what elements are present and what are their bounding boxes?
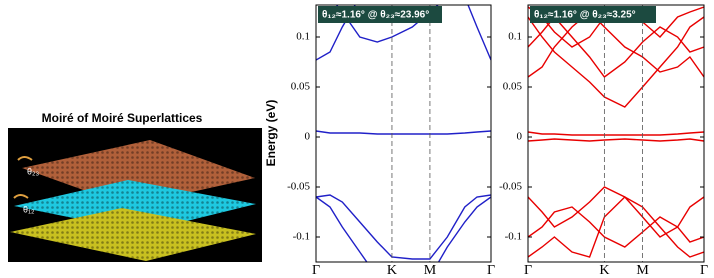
x-tick-label: Γ (312, 263, 320, 278)
y-tick-label: 0.05 (503, 81, 523, 93)
plot-frame (527, 4, 705, 263)
angle-label: θ₁₂ (23, 204, 35, 214)
band-line (528, 186, 704, 238)
superlattice-image (8, 128, 262, 262)
x-tick-label: K (387, 263, 397, 278)
y-tick-label: 0.1 (508, 31, 522, 43)
band-line (316, 194, 491, 260)
x-tick-label: M (424, 263, 437, 278)
chart-title: θ₁₂≈1.16° @ θ₂₃≈23.96° (322, 10, 429, 21)
x-tick-label: Γ (700, 263, 708, 278)
y-tick-label: -0.05 (287, 181, 310, 193)
band-line (528, 11, 704, 78)
y-tick-label: -0.1 (293, 231, 310, 243)
plot-area (528, 6, 704, 258)
band-line (316, 130, 491, 135)
x-tick-label: M (636, 263, 649, 278)
x-tick-label: Γ (524, 263, 532, 278)
title-box (318, 6, 442, 23)
y-tick-label: -0.05 (499, 181, 522, 193)
band-line (528, 138, 704, 142)
figure-title: Moiré of Moiré Superlattices (42, 111, 203, 125)
band-line (528, 196, 704, 258)
y-tick-label: 0 (305, 131, 311, 143)
band-line (316, 196, 491, 262)
y-tick-label: 0 (517, 131, 523, 143)
angle-label: θ₂₃ (27, 166, 39, 176)
band-line (528, 206, 704, 248)
y-tick-label: 0.1 (296, 31, 310, 43)
plot-frame (315, 4, 492, 263)
y-axis-label: Energy (eV) (264, 100, 278, 167)
y-tick-label: 0.05 (291, 81, 311, 93)
band-line (528, 16, 704, 108)
plot-area (316, 5, 491, 262)
x-tick-label: Γ (487, 263, 495, 278)
title-box (530, 6, 656, 23)
y-tick-label: -0.1 (505, 231, 522, 243)
band-line (316, 5, 491, 61)
chart-title: θ₁₂≈1.16° @ θ₂₃≈3.25° (534, 10, 636, 21)
x-tick-label: K (599, 263, 609, 278)
band-line (528, 131, 704, 136)
